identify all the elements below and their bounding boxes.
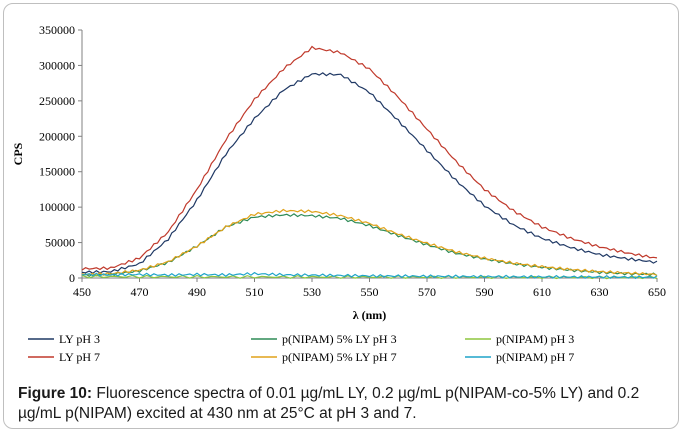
series-line (81, 72, 658, 275)
x-tick-label: 470 (131, 285, 149, 299)
y-tick-label: 300000 (39, 58, 75, 72)
x-tick-label: 450 (73, 285, 91, 299)
series-line (81, 45, 658, 271)
x-tick-label: 550 (361, 285, 379, 299)
series-line (81, 208, 658, 276)
chart-axes: 0 50000 100000 150000 200000 250000 300000 3500… (39, 23, 666, 299)
y-tick-label: 350000 (39, 23, 75, 37)
y-tick-label: 50000 (45, 236, 75, 250)
legend-label: p(NIPAM) pH 7 (496, 350, 574, 364)
x-axis-label: λ (nm) (353, 308, 387, 322)
x-tick-label: 510 (246, 285, 264, 299)
fluorescence-chart: 0 50000 100000 150000 200000 250000 300000 3500… (11, 23, 666, 364)
x-tick-label: 490 (188, 285, 206, 299)
y-tick-label: 0 (69, 271, 75, 285)
x-tick-label: 650 (648, 285, 666, 299)
x-tick-label: 570 (418, 285, 436, 299)
legend-label: LY pH 7 (59, 350, 100, 364)
figure-caption: Figure 10: Fluorescence spectra of 0.01 … (18, 384, 668, 424)
legend-label: LY pH 3 (59, 332, 100, 346)
chart-series (81, 45, 658, 280)
x-tick-label: 610 (533, 285, 551, 299)
chart-legend: LY pH 3 p(NIPAM) 5% LY pH 3 p(NIPAM) pH 3 L… (28, 332, 574, 364)
y-tick-label: 200000 (39, 129, 75, 143)
legend-label: p(NIPAM) 5% LY pH 7 (282, 350, 397, 364)
caption-label: Figure 10: (18, 385, 93, 402)
x-tick-label: 630 (591, 285, 609, 299)
y-tick-label: 150000 (39, 165, 75, 179)
legend-label: p(NIPAM) pH 3 (496, 332, 574, 346)
y-tick-label: 250000 (39, 94, 75, 108)
caption-text: Fluorescence spectra of 0.01 µg/mL LY, 0… (18, 385, 640, 422)
legend-label: p(NIPAM) 5% LY pH 3 (282, 332, 397, 346)
x-tick-label: 530 (303, 285, 321, 299)
y-axis-label: CPS (11, 142, 25, 165)
series-line (81, 271, 658, 280)
x-tick-label: 590 (476, 285, 494, 299)
y-tick-label: 100000 (39, 200, 75, 214)
